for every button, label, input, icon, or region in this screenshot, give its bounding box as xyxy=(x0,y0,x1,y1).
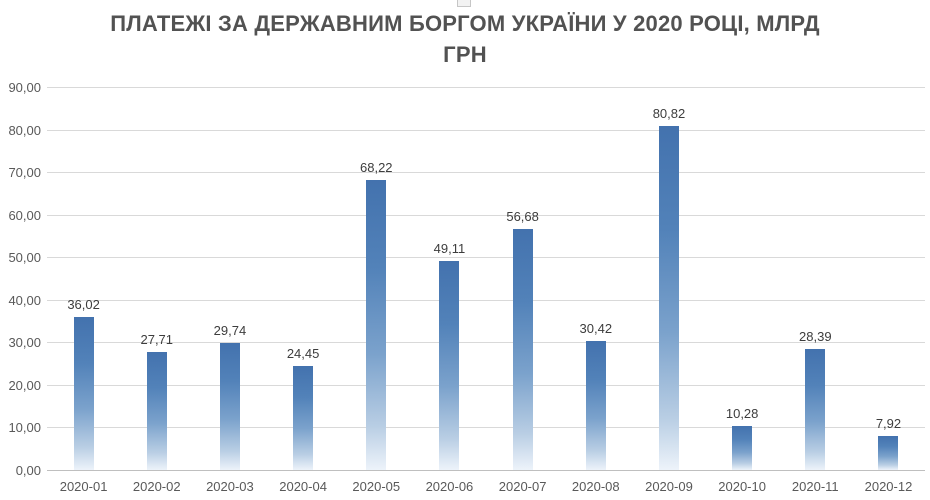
bar-value-label: 28,39 xyxy=(799,329,832,345)
bar xyxy=(732,426,753,470)
bar-value-label: 80,82 xyxy=(652,106,686,122)
gridline xyxy=(47,342,925,344)
gridline xyxy=(47,257,925,259)
bar xyxy=(585,340,606,470)
bar-value-label: 36,02 xyxy=(67,296,100,312)
x-category-label: 2020-01 xyxy=(59,479,108,494)
selection-handle xyxy=(457,0,471,7)
bar-value-label: 24,45 xyxy=(286,346,320,361)
bar-column: 10,28 xyxy=(706,87,779,470)
x-axis: 2020-01 2020-02 2020-03 2020-04 2020-05 2020-… xyxy=(47,479,925,494)
bar-column: 7,92 xyxy=(852,87,925,470)
bar-column: 36,02 xyxy=(47,87,120,470)
bar xyxy=(878,436,899,470)
y-tick-label: 60,00 xyxy=(8,207,41,223)
gridline xyxy=(47,427,925,429)
chart-title-line2: ГРН xyxy=(443,42,487,67)
y-tick-label: 10,00 xyxy=(8,420,41,436)
bar-value-label: 7,92 xyxy=(875,416,902,432)
bar xyxy=(439,261,460,470)
bar-column: 24,45 xyxy=(267,87,340,470)
bar-value-label: 29,74 xyxy=(213,323,247,339)
bar-column: 56,68 xyxy=(486,87,559,470)
bar-value-label: 10,28 xyxy=(725,406,759,422)
bar-column: 80,82 xyxy=(632,87,705,470)
bar xyxy=(73,316,94,470)
y-tick-label: 0,00 xyxy=(15,463,41,478)
bar xyxy=(658,126,679,470)
x-category-label: 2020-02 xyxy=(132,479,181,494)
bar-column: 29,74 xyxy=(193,87,266,470)
bar-value-label: 30,42 xyxy=(579,320,613,336)
bar xyxy=(219,343,240,470)
y-tick-label: 70,00 xyxy=(8,165,41,181)
gridline xyxy=(47,384,925,386)
bar xyxy=(366,179,387,470)
bar-value-label: 68,22 xyxy=(360,159,393,175)
chart-title-line1: ПЛАТЕЖІ ЗА ДЕРЖАВНИМ БОРГОМ УКРАЇНИ У 20… xyxy=(110,11,820,36)
bar-column: 30,42 xyxy=(559,87,632,470)
x-category-label: 2020-03 xyxy=(206,479,254,494)
x-category-label: 2020-11 xyxy=(791,479,839,494)
bar xyxy=(512,228,533,470)
bar xyxy=(146,352,167,470)
x-category-label: 2020-06 xyxy=(425,479,474,494)
x-category-label: 2020-07 xyxy=(498,479,547,494)
bars-layer: 36,02 27,71 29,74 24,45 68,22 49,11 56,68 30,42… xyxy=(47,87,925,470)
x-category-label: 2020-09 xyxy=(645,479,693,494)
chart-title: ПЛАТЕЖІ ЗА ДЕРЖАВНИМ БОРГОМ УКРАЇНИ У 20… xyxy=(60,8,870,70)
gridline xyxy=(47,129,925,131)
bar xyxy=(805,349,826,470)
y-tick-label: 80,00 xyxy=(8,122,41,138)
bar-column: 49,11 xyxy=(413,87,486,470)
bar-column: 28,39 xyxy=(779,87,852,470)
bar xyxy=(293,366,314,470)
gridline xyxy=(47,87,925,88)
x-category-label: 2020-04 xyxy=(279,479,327,494)
y-tick-label: 30,00 xyxy=(8,335,41,351)
bar-column: 68,22 xyxy=(340,87,413,470)
bar-column: 27,71 xyxy=(120,87,193,470)
x-category-label: 2020-05 xyxy=(352,479,401,494)
y-tick-label: 50,00 xyxy=(8,250,41,266)
gridline xyxy=(47,172,925,174)
gridline xyxy=(47,299,925,301)
y-tick-label: 90,00 xyxy=(8,80,41,95)
x-category-label: 2020-10 xyxy=(718,479,766,494)
plot-area: 36,02 27,71 29,74 24,45 68,22 49,11 56,68 30,42… xyxy=(47,87,925,471)
bar-value-label: 56,68 xyxy=(506,208,539,224)
y-tick-label: 20,00 xyxy=(8,377,41,393)
bar-value-label: 27,71 xyxy=(140,332,174,348)
y-tick-label: 40,00 xyxy=(8,292,41,308)
bar-value-label: 49,11 xyxy=(433,241,466,256)
gridline xyxy=(47,214,925,216)
x-category-label: 2020-12 xyxy=(864,479,913,494)
x-category-label: 2020-08 xyxy=(571,479,620,494)
